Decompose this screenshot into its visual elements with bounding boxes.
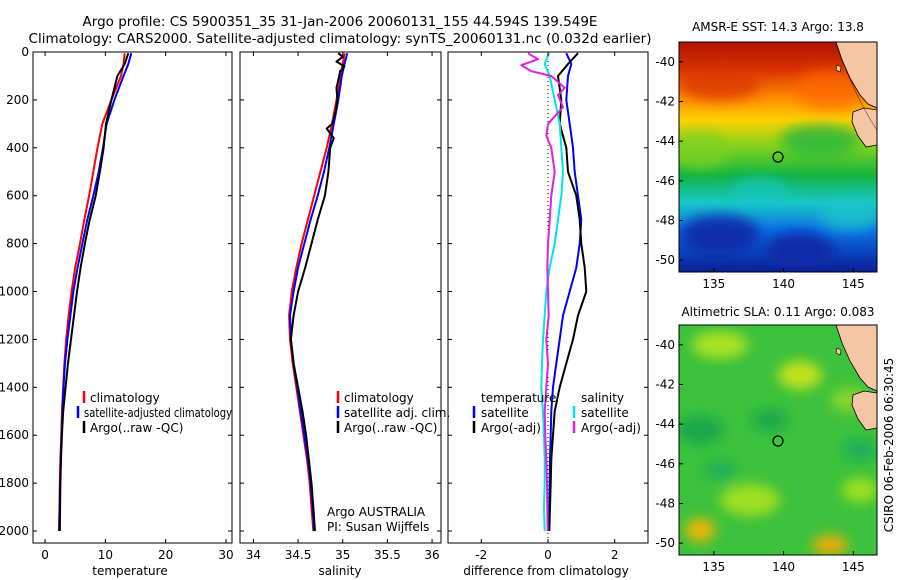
map-y-tick-label: -48 bbox=[655, 496, 675, 510]
depth-contour bbox=[835, 42, 877, 131]
argo-raw-qc-line bbox=[289, 52, 346, 532]
map-y-tick-label: -40 bbox=[655, 55, 675, 69]
map-y-tick-label: -40 bbox=[655, 338, 675, 352]
island bbox=[835, 347, 842, 356]
x-tick-label: 35.5 bbox=[374, 548, 401, 562]
x-tick-label: 34 bbox=[246, 548, 261, 562]
difference-axis-label: difference from climatology bbox=[463, 564, 629, 578]
y-tick-label: 1000 bbox=[0, 285, 29, 299]
x-axes: 0 10 20 30 34 34.5 35 35.5 36 -2 0 2 bbox=[41, 52, 618, 562]
sst-map-frame bbox=[678, 41, 878, 273]
x-tick-label: 34.5 bbox=[285, 548, 312, 562]
legend-label-temp-satellite: satellite bbox=[481, 406, 529, 420]
x-tick-label: 10 bbox=[98, 548, 113, 562]
tasmania bbox=[851, 390, 877, 431]
salinity-panel-frame bbox=[239, 51, 442, 544]
y-tick-label: 600 bbox=[6, 189, 29, 203]
legend-label-temp-argo: Argo(-adj) bbox=[481, 421, 541, 435]
x-tick-label: 2 bbox=[611, 548, 619, 562]
y-tick-label: 1600 bbox=[0, 428, 29, 442]
map-x-tick-label: 140 bbox=[772, 277, 795, 291]
map-x-tick-label: 135 bbox=[702, 560, 725, 574]
y-tick-label: 1200 bbox=[0, 332, 29, 346]
satellite-adjusted-climatology-line bbox=[58, 52, 133, 532]
sla-map-title: Altimetric SLA: 0.11 Argo: 0.083 bbox=[681, 305, 874, 319]
sst-map bbox=[679, 42, 877, 272]
legend-label-climatology: climatology bbox=[90, 391, 160, 405]
map-y-tick-label: -42 bbox=[655, 94, 675, 108]
map-y-tick-label: -46 bbox=[655, 457, 675, 471]
legend-label-satellite: satellite adj. clim. bbox=[344, 406, 450, 420]
difference-series bbox=[520, 52, 588, 532]
map-x-tick-label: 135 bbox=[702, 277, 725, 291]
y-tick-label: 1800 bbox=[0, 476, 29, 490]
credit-line-1: Argo AUSTRALIA bbox=[327, 505, 426, 519]
salinity-legend: climatology satellite adj. clim. Argo(..… bbox=[336, 391, 450, 435]
x-tick-label: 30 bbox=[218, 548, 233, 562]
climatology-line bbox=[57, 53, 126, 532]
x-tick-label: 35 bbox=[335, 548, 350, 562]
temperature-argo-adj-line bbox=[548, 52, 588, 532]
x-tick-label: 20 bbox=[158, 548, 173, 562]
legend-label-argo: Argo(..raw -QC) bbox=[90, 421, 183, 435]
legend-label-argo: Argo(..raw -QC) bbox=[344, 421, 437, 435]
figure-subtitle: Climatology: CARS2000. Satellite-adjuste… bbox=[29, 31, 652, 47]
depth-axis: 0 200 400 600 800 1000 1200 1400 1600 1800 2000 bbox=[0, 45, 648, 538]
argo-float-marker bbox=[772, 435, 784, 447]
map-y-tick-label: -46 bbox=[655, 174, 675, 188]
map-y-tick-label: -44 bbox=[655, 417, 675, 431]
sla-map bbox=[679, 325, 877, 555]
argo-raw-qc-line bbox=[58, 52, 130, 532]
credit-line-2: PI: Susan Wijffels bbox=[327, 520, 429, 534]
map-y-tick-label: -50 bbox=[655, 253, 675, 267]
map-y-tick-label: -48 bbox=[655, 213, 675, 227]
legend-title-salinity: salinity bbox=[581, 391, 624, 405]
map-x-tick-label: 145 bbox=[842, 277, 865, 291]
salinity-axis-label: salinity bbox=[318, 564, 361, 578]
sst-map-title: AMSR-E SST: 14.3 Argo: 13.8 bbox=[692, 20, 864, 34]
temperature-panel-frame bbox=[32, 51, 233, 544]
temperature-axis-label: temperature bbox=[92, 564, 167, 578]
side-timestamp: CSIRO 06-Feb-2006 06:30:45 bbox=[882, 358, 896, 533]
x-tick-label: 36 bbox=[424, 548, 439, 562]
sla-field-texture bbox=[679, 331, 877, 555]
map-y-tick-label: -44 bbox=[655, 134, 675, 148]
island bbox=[835, 64, 842, 73]
difference-legend: temperature salinity satellite Argo(-adj… bbox=[472, 391, 641, 435]
y-tick-label: 2000 bbox=[0, 524, 29, 538]
y-tick-label: 400 bbox=[6, 141, 29, 155]
map-axes: 135 140 145 -40 -42 -44 -46 -48 -50 135 140 145 -40 -… bbox=[655, 55, 864, 574]
tasmania bbox=[851, 107, 877, 148]
legend-label-sal-satellite: satellite bbox=[581, 406, 629, 420]
map-y-tick-label: -50 bbox=[655, 536, 675, 550]
argo-float-marker bbox=[772, 151, 784, 163]
map-y-tick-label: -42 bbox=[655, 377, 675, 391]
temperature-legend: climatology satellite-adjusted climatolo… bbox=[76, 391, 232, 435]
sla-map-frame bbox=[678, 324, 878, 556]
figure-title: Argo profile: CS 5900351_35 31-Jan-2006 … bbox=[83, 14, 598, 30]
legend-label-climatology: climatology bbox=[344, 391, 414, 405]
x-tick-label: 0 bbox=[544, 548, 552, 562]
salinity-series bbox=[288, 52, 349, 532]
y-tick-label: 1400 bbox=[0, 380, 29, 394]
mainland-coast bbox=[835, 325, 877, 392]
y-tick-label: 200 bbox=[6, 93, 29, 107]
map-x-tick-label: 140 bbox=[772, 560, 795, 574]
map-x-tick-label: 145 bbox=[842, 560, 865, 574]
x-tick-label: -2 bbox=[475, 548, 487, 562]
temperature-satellite-line bbox=[548, 52, 583, 532]
y-tick-label: 800 bbox=[6, 237, 29, 251]
legend-label-sal-argo: Argo(-adj) bbox=[581, 421, 641, 435]
sst-field-texture bbox=[679, 69, 877, 268]
legend-title-temperature: temperature bbox=[481, 391, 556, 405]
x-tick-label: 0 bbox=[41, 548, 49, 562]
y-tick-label: 0 bbox=[21, 45, 29, 59]
temperature-series bbox=[57, 52, 133, 532]
legend-label-satellite: satellite-adjusted climatology bbox=[84, 406, 232, 420]
salinity-argo-adj-line bbox=[520, 52, 566, 532]
